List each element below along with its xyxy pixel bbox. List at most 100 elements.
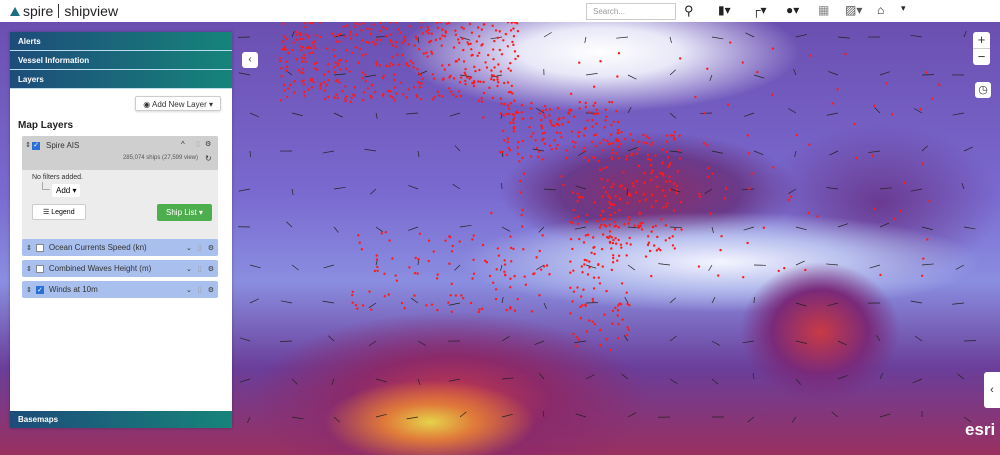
wind-arrow: [747, 416, 755, 423]
combined-waves-checkbox[interactable]: [35, 264, 44, 273]
ship-list-button[interactable]: Ship List ▾: [157, 204, 212, 221]
trash-icon[interactable]: ▯: [197, 265, 202, 273]
ship-dot: [398, 31, 402, 34]
ship-dot: [590, 140, 594, 143]
ship-dot: [482, 80, 485, 84]
ship-dot: [420, 26, 423, 29]
ship-dot: [448, 87, 451, 90]
ship-dot: [450, 282, 453, 286]
ship-dot: [338, 40, 341, 43]
legend-button[interactable]: ☰ Legend: [32, 204, 86, 220]
add-new-layer-button[interactable]: ◉ Add New Layer ▾: [135, 96, 221, 111]
ship-dot: [650, 171, 653, 175]
bookmark-icon[interactable]: ▮▾: [718, 3, 731, 17]
ship-dot: [656, 185, 659, 188]
expand-right-panel-button[interactable]: ‹: [984, 372, 1000, 408]
ship-dot: [530, 310, 534, 313]
ship-dot: [605, 166, 608, 169]
ship-dot: [538, 294, 541, 297]
chevron-up-icon[interactable]: ^: [181, 140, 185, 149]
ship-dot: [432, 250, 435, 253]
ship-dot: [555, 122, 558, 126]
ship-dot: [921, 162, 924, 165]
chevron-down-icon[interactable]: ⌄: [185, 286, 192, 294]
gear-icon[interactable]: ⚙: [207, 244, 214, 252]
ship-dot: [330, 32, 334, 35]
wind-arrow: [585, 73, 598, 76]
drag-handle-icon[interactable]: ⇕: [26, 265, 32, 273]
ship-dot: [723, 197, 727, 200]
section-alerts[interactable]: Alerts: [10, 32, 232, 51]
wind-arrow: [364, 148, 377, 152]
ship-dot: [441, 28, 444, 31]
ship-dot: [512, 118, 515, 122]
ship-dot: [324, 97, 327, 101]
ship-dot: [521, 208, 524, 212]
clock-icon[interactable]: ◷: [975, 82, 991, 98]
section-layers[interactable]: Layers: [10, 70, 232, 89]
ship-dot: [616, 259, 619, 262]
ship-dot: [397, 63, 401, 66]
collapse-panel-button[interactable]: ‹: [242, 52, 258, 68]
ship-dot: [499, 97, 502, 100]
ship-dot: [571, 140, 574, 143]
chevron-down-icon[interactable]: ⌄: [185, 244, 192, 252]
ship-dot: [608, 223, 611, 227]
zoom-in-button[interactable]: +: [973, 32, 990, 49]
grid-icon[interactable]: ▦: [818, 3, 830, 17]
ship-dot: [450, 250, 454, 253]
section-basemaps[interactable]: Basemaps: [10, 411, 232, 428]
world-map-icon[interactable]: ▨▾: [845, 3, 863, 17]
trash-icon[interactable]: ▯: [197, 244, 202, 252]
ship-dot: [408, 266, 411, 269]
gear-icon[interactable]: ⚙: [207, 286, 214, 294]
search-icon[interactable]: ⚲: [684, 3, 694, 18]
ship-dot: [613, 220, 617, 224]
map-marker-icon[interactable]: ●▾: [786, 3, 800, 17]
winds-checkbox[interactable]: ✓: [35, 285, 44, 294]
ocean-currents-checkbox[interactable]: [35, 243, 44, 252]
ship-dot: [585, 259, 588, 262]
layer-name: Winds at 10m: [48, 285, 98, 294]
ship-dot: [319, 87, 322, 90]
section-vessel-information[interactable]: Vessel Information: [10, 51, 232, 70]
wind-arrow: [963, 146, 973, 152]
trash-icon[interactable]: ▯: [197, 286, 202, 294]
ship-dot: [373, 269, 377, 273]
drag-handle-icon[interactable]: ⇕: [25, 142, 31, 149]
refresh-icon[interactable]: ↻: [205, 154, 212, 163]
trash-icon[interactable]: ▯: [196, 141, 200, 148]
ship-dot: [557, 118, 560, 121]
more-dropdown-icon[interactable]: ▾: [901, 3, 906, 13]
ship-dot: [562, 116, 565, 120]
wind-arrow: [711, 378, 719, 385]
gear-icon[interactable]: ⚙: [207, 265, 214, 273]
ship-dot: [709, 212, 712, 215]
zoom-out-button[interactable]: −: [977, 49, 986, 64]
drag-handle-icon[interactable]: ⇕: [26, 286, 32, 294]
ship-dot: [280, 67, 283, 70]
ship-dot: [278, 59, 282, 63]
add-filter-button[interactable]: Add ▾: [52, 184, 81, 197]
wind-arrow: [249, 264, 261, 269]
ship-dot: [480, 97, 483, 100]
spire-ais-checkbox[interactable]: ✓: [32, 142, 40, 150]
ship-dot: [345, 49, 348, 52]
gear-icon[interactable]: ⚙: [205, 141, 212, 148]
wind-arrow: [323, 264, 335, 269]
wind-arrow: [711, 297, 716, 304]
ship-dot: [394, 274, 397, 277]
ship-dot: [540, 127, 544, 130]
home-icon[interactable]: ⌂: [877, 3, 885, 17]
ship-dot: [455, 60, 458, 63]
wind-arrow: [501, 226, 511, 232]
ship-dot: [675, 191, 678, 195]
ship-dot: [308, 22, 312, 25]
ship-dot: [393, 99, 396, 102]
ship-dot: [756, 70, 759, 74]
ship-dot: [341, 89, 344, 93]
drag-handle-icon[interactable]: ⇕: [26, 244, 32, 252]
ruler-icon[interactable]: ┌▾: [752, 3, 767, 17]
chevron-down-icon[interactable]: ⌄: [185, 265, 192, 273]
search-input[interactable]: Search...: [586, 3, 676, 20]
